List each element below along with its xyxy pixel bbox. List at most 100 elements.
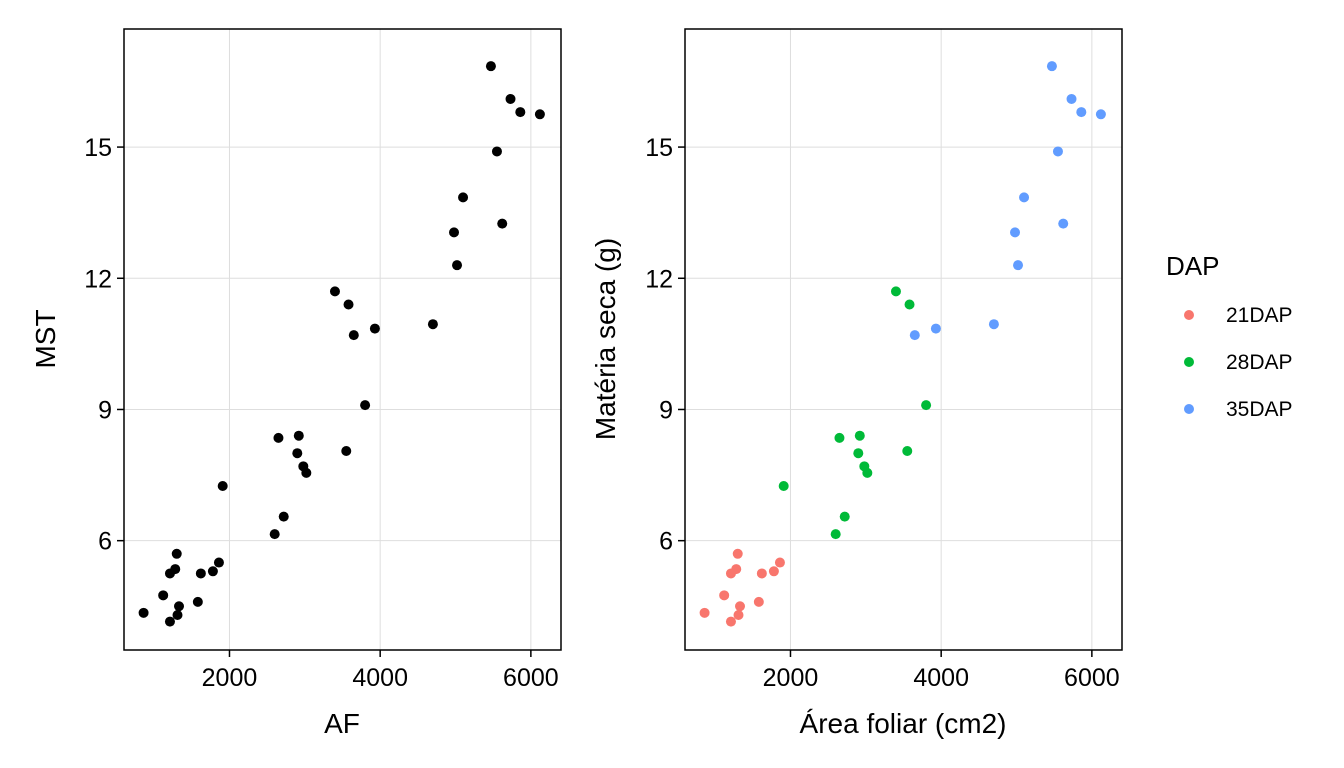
data-point-21dap: [699, 607, 710, 618]
data-point-35dap: [1010, 227, 1021, 238]
data-point-21dap: [735, 601, 746, 612]
data-point: [452, 260, 463, 271]
data-point: [301, 467, 312, 478]
data-point-21dap: [725, 616, 736, 627]
data-point: [269, 529, 280, 540]
data-point: [348, 330, 359, 341]
data-point: [485, 61, 496, 72]
y-tick-label: 12: [645, 265, 673, 293]
data-point: [505, 93, 516, 104]
data-point: [171, 548, 182, 559]
x-tick-label: 6000: [503, 664, 559, 692]
y-tick-label: 9: [98, 396, 112, 424]
data-point: [278, 511, 289, 522]
data-point: [515, 107, 526, 118]
data-point-35dap: [1019, 192, 1030, 203]
data-point-28dap: [904, 299, 915, 310]
scatter-panel-left: 2000 4000 6000 6 9 12 15 AF MST: [30, 28, 562, 739]
data-point-28dap: [853, 448, 864, 459]
data-point: [341, 446, 352, 457]
data-point-28dap: [839, 511, 850, 522]
data-point-21dap: [732, 548, 743, 559]
plot-border-right: [684, 28, 1123, 651]
data-point: [172, 610, 183, 621]
data-point-21dap: [756, 568, 767, 579]
data-point-21dap: [733, 610, 744, 621]
x-axis-title-left: AF: [324, 708, 360, 739]
data-point-35dap: [930, 323, 941, 334]
y-tick-label: 6: [98, 528, 112, 556]
data-point-35dap: [1046, 61, 1057, 72]
legend-key-35dap: [1184, 404, 1194, 414]
data-point-28dap: [830, 529, 841, 540]
data-point: [343, 299, 354, 310]
data-point: [192, 596, 203, 607]
grid-right: [685, 29, 1122, 650]
legend: DAP 21DAP 28DAP 35DAP: [1166, 251, 1293, 421]
data-point-28dap: [834, 432, 845, 443]
y-tick-label: 15: [84, 134, 112, 162]
data-point-35dap: [1058, 218, 1069, 229]
legend-label-21dap: 21DAP: [1226, 304, 1293, 327]
data-point-21dap: [768, 566, 779, 577]
y-tick-label: 6: [659, 528, 673, 556]
data-point: [534, 109, 545, 120]
data-point: [213, 557, 224, 568]
data-point-35dap: [1076, 107, 1087, 118]
y-tick-label: 12: [84, 265, 112, 293]
ticks-right: 2000 4000 6000 6 9 12 15: [645, 134, 1119, 692]
data-point: [329, 286, 340, 297]
data-point-35dap: [988, 319, 999, 330]
x-tick-label: 6000: [1064, 664, 1120, 692]
data-point-21dap: [731, 564, 742, 575]
data-point: [273, 432, 284, 443]
data-point-35dap: [1095, 109, 1106, 120]
data-point-28dap: [890, 286, 901, 297]
legend-key-21dap: [1184, 310, 1194, 320]
points-left: [138, 61, 545, 627]
legend-entry-28dap: 28DAP: [1184, 351, 1293, 374]
x-tick-label: 2000: [202, 664, 258, 692]
data-point: [497, 218, 508, 229]
data-point-21dap: [719, 590, 730, 601]
x-tick-label: 4000: [913, 664, 969, 692]
legend-label-35dap: 35DAP: [1226, 398, 1293, 421]
grid-left: [124, 29, 561, 650]
data-point-28dap: [921, 400, 932, 411]
data-point: [292, 448, 303, 459]
legend-entry-21dap: 21DAP: [1184, 304, 1293, 327]
points-right: [699, 61, 1106, 627]
data-point: [158, 590, 169, 601]
data-point: [164, 616, 175, 627]
y-tick-label: 15: [645, 134, 673, 162]
data-point-21dap: [753, 596, 764, 607]
data-point-28dap: [902, 446, 913, 457]
data-point: [174, 601, 185, 612]
data-point-35dap: [909, 330, 920, 341]
y-tick-label: 9: [659, 396, 673, 424]
data-point: [369, 323, 380, 334]
data-point-35dap: [1066, 93, 1077, 104]
ticks-left: 2000 4000 6000 6 9 12 15: [84, 134, 558, 692]
data-point: [217, 481, 228, 492]
data-point: [293, 430, 304, 441]
data-point-28dap: [862, 467, 873, 478]
scatter-panel-right: 2000 4000 6000 6 9 12 15 Área foliar (cm2) Mat…: [590, 28, 1123, 739]
data-point-28dap: [778, 481, 789, 492]
plot-border-left: [123, 28, 562, 651]
data-point: [360, 400, 371, 411]
legend-entry-35dap: 35DAP: [1184, 398, 1293, 421]
x-tick-label: 2000: [763, 664, 819, 692]
y-axis-title-right: Matéria seca (g): [590, 238, 621, 440]
data-point-35dap: [1013, 260, 1024, 271]
data-point: [170, 564, 181, 575]
data-point: [449, 227, 460, 238]
x-tick-label: 4000: [352, 664, 408, 692]
data-point: [207, 566, 218, 577]
data-point: [458, 192, 469, 203]
data-point: [427, 319, 438, 330]
legend-key-28dap: [1184, 357, 1194, 367]
legend-label-28dap: 28DAP: [1226, 351, 1293, 374]
data-point: [138, 607, 149, 618]
